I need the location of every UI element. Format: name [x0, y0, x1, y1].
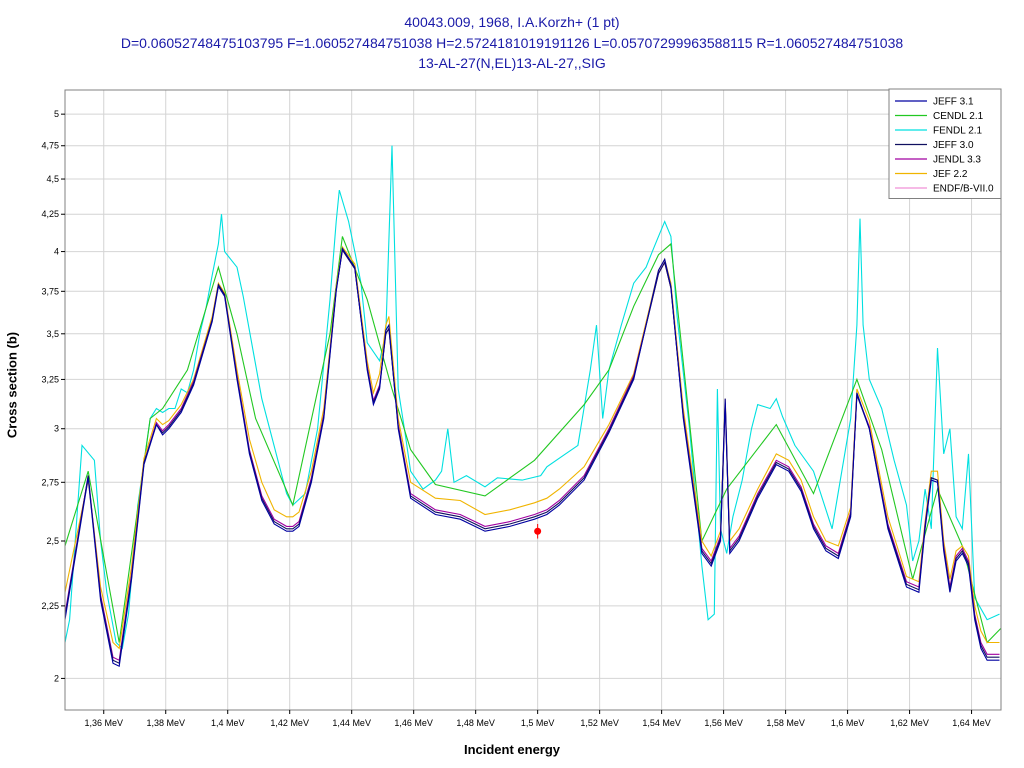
- y-tick-label: 3: [54, 424, 59, 434]
- x-tick-label: 1,5 MeV: [521, 718, 555, 728]
- legend-label-jendl-3-3: JENDL 3.3: [933, 155, 981, 166]
- y-tick-label: 2: [54, 673, 59, 683]
- x-tick-label: 1,46 MeV: [394, 718, 433, 728]
- chart-subtitle-parameters: D=0.06052748475103795 F=1.06052748475103…: [120, 35, 904, 51]
- x-tick-label: 1,42 MeV: [270, 718, 309, 728]
- x-axis-ticks: 1,36 MeV 1,38 MeV 1,4 MeV 1,42 MeV 1,44 MeV 1…: [84, 710, 991, 728]
- legend-label-fendl-2-1: FENDL 2.1: [933, 126, 983, 137]
- legend-label-jef-2-2: JEF 2.2: [933, 169, 968, 180]
- y-tick-label: 2,25: [41, 601, 59, 611]
- x-tick-label: 1,52 MeV: [580, 718, 619, 728]
- x-tick-label: 1,58 MeV: [766, 718, 805, 728]
- y-tick-label: 3,25: [41, 374, 59, 384]
- x-axis-label: Incident energy: [463, 742, 561, 757]
- x-tick-label: 1,64 MeV: [952, 718, 991, 728]
- series-line-cendl-2-1: [65, 236, 1001, 644]
- legend-label-endf-b-vii-0: ENDF/B-VII.0: [933, 184, 994, 195]
- y-tick-label: 3,75: [41, 286, 59, 296]
- series-line-jeff-3-1: [65, 246, 1000, 668]
- y-tick-label: 4: [54, 247, 59, 257]
- series-line-fendl-2-1: [65, 145, 1000, 650]
- series-layer: [65, 145, 1001, 668]
- x-tick-label: 1,36 MeV: [84, 718, 123, 728]
- plot-background: [65, 90, 1001, 710]
- data-point: [534, 527, 542, 535]
- y-tick-label: 5: [54, 109, 59, 119]
- plot-frame: [64, 89, 1002, 711]
- legend-label-cendl-2-1: CENDL 2.1: [933, 111, 984, 122]
- grid: [65, 90, 1001, 710]
- series-line-jef-2-2: [65, 245, 1000, 650]
- y-tick-label: 4,5: [46, 174, 59, 184]
- legend-box: [888, 88, 1002, 199]
- x-tick-label: 1,48 MeV: [456, 718, 495, 728]
- x-tick-label: 1,4 MeV: [211, 718, 245, 728]
- chart-title: 40043.009, 1968, I.A.Korzh+ (1 pt): [404, 14, 620, 30]
- legend: JEFF 3.1 CENDL 2.1 FENDL 2.1 JEFF 3.0 JENDL …: [888, 88, 1002, 199]
- x-tick-label: 1,56 MeV: [704, 718, 743, 728]
- y-tick-label: 4,75: [41, 141, 59, 151]
- data-points: [534, 523, 542, 539]
- legend-label-jeff-3-0: JEFF 3.0: [933, 140, 974, 151]
- y-tick-label: 2,75: [41, 477, 59, 487]
- x-tick-label: 1,44 MeV: [332, 718, 371, 728]
- y-tick-label: 3,5: [46, 329, 59, 339]
- x-tick-label: 1,62 MeV: [890, 718, 929, 728]
- y-axis-label: Cross section (b): [4, 331, 20, 439]
- chart-subtitle-reaction: 13-AL-27(N,EL)13-AL-27,,SIG: [418, 55, 606, 71]
- x-tick-label: 1,54 MeV: [642, 718, 681, 728]
- x-tick-label: 1,6 MeV: [831, 718, 865, 728]
- y-tick-label: 2,5: [46, 536, 59, 546]
- legend-label-jeff-3-1: JEFF 3.1: [933, 97, 974, 108]
- y-axis-ticks: 2 2,25 2,5 2,75 3 3,25 3,5 3,75 4 4,25 4,5 4,75 5: [41, 109, 65, 683]
- series-line-jeff-3-0: [65, 248, 1000, 665]
- y-tick-label: 4,25: [41, 209, 59, 219]
- x-tick-label: 1,38 MeV: [146, 718, 185, 728]
